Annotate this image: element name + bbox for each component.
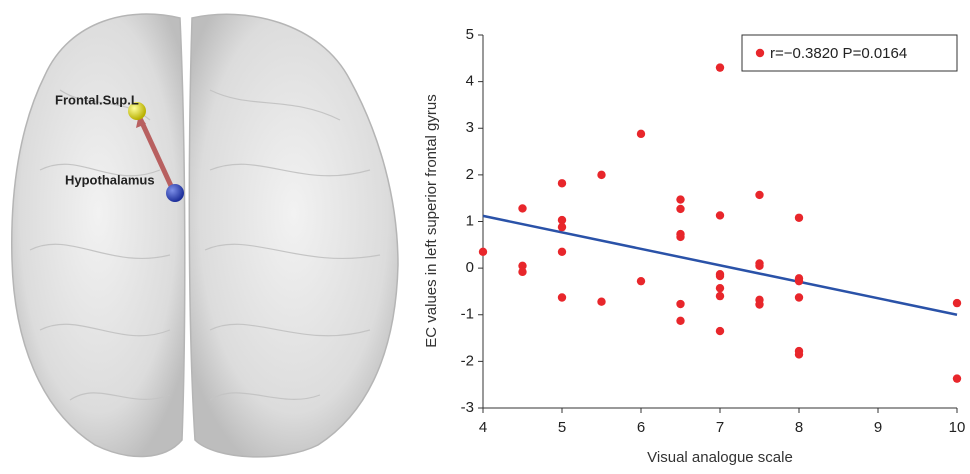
brain-label: Frontal.Sup.L bbox=[55, 92, 139, 107]
x-axis-label: Visual analogue scale bbox=[647, 449, 793, 466]
right-hemisphere bbox=[188, 13, 399, 458]
x-tick-label: 7 bbox=[716, 419, 724, 436]
legend-box bbox=[741, 34, 958, 72]
point bbox=[715, 211, 725, 220]
point bbox=[952, 298, 962, 308]
point bbox=[636, 129, 646, 139]
point bbox=[597, 170, 606, 180]
point bbox=[755, 300, 764, 309]
point bbox=[676, 232, 685, 242]
point bbox=[676, 299, 685, 309]
point bbox=[715, 291, 725, 301]
point bbox=[676, 204, 685, 214]
point bbox=[755, 261, 764, 270]
point bbox=[518, 204, 527, 213]
y-tick-label: -3 bbox=[461, 399, 474, 416]
x-tick-label: 10 bbox=[949, 419, 966, 436]
point bbox=[755, 190, 764, 200]
y-tick-label: 0 bbox=[466, 259, 474, 276]
brain: Frontal.Sup.L Hypothalamus bbox=[11, 13, 399, 458]
gyri bbox=[29, 89, 381, 401]
trend-line bbox=[482, 214, 958, 316]
left-hemisphere bbox=[11, 13, 186, 458]
x-tick-label: 4 bbox=[479, 419, 487, 436]
point bbox=[557, 222, 567, 232]
y-tick-label: -1 bbox=[461, 306, 474, 323]
point bbox=[518, 267, 527, 277]
point bbox=[557, 215, 567, 225]
y-tick-label: 4 bbox=[466, 73, 474, 90]
connection bbox=[136, 114, 175, 190]
y-tick-label: 3 bbox=[466, 119, 474, 136]
point bbox=[557, 179, 567, 188]
point bbox=[952, 374, 962, 383]
x-tick-label: 9 bbox=[874, 419, 882, 436]
point bbox=[478, 247, 488, 257]
point bbox=[794, 293, 804, 302]
node-frontal bbox=[128, 102, 146, 120]
point bbox=[676, 195, 685, 204]
x-tick-label: 5 bbox=[558, 419, 566, 436]
legend-label: r=−0.3820 P=0.0164 bbox=[770, 45, 907, 62]
point bbox=[715, 283, 725, 293]
point bbox=[636, 276, 646, 286]
point bbox=[557, 293, 567, 302]
node-hypothalamus bbox=[166, 184, 184, 202]
x-tick-label: 6 bbox=[637, 419, 645, 436]
point bbox=[676, 316, 685, 326]
y-tick-label: 1 bbox=[466, 212, 474, 229]
legend-marker bbox=[755, 48, 765, 58]
point bbox=[518, 261, 527, 270]
y-tick-label: 5 bbox=[466, 26, 474, 43]
y-tick-label: 2 bbox=[466, 166, 474, 183]
point bbox=[557, 247, 567, 257]
point bbox=[597, 297, 606, 306]
point bbox=[794, 350, 804, 359]
point bbox=[715, 326, 725, 336]
point bbox=[794, 213, 804, 222]
y-tick-label: -2 bbox=[461, 352, 474, 369]
y-axis-label: EC values in left superior frontal gyrus bbox=[423, 94, 440, 347]
point bbox=[794, 276, 804, 286]
point bbox=[715, 63, 725, 72]
x-tick-label: 8 bbox=[795, 419, 803, 436]
brain-label: Hypothalamus bbox=[65, 172, 155, 187]
point bbox=[715, 271, 725, 281]
